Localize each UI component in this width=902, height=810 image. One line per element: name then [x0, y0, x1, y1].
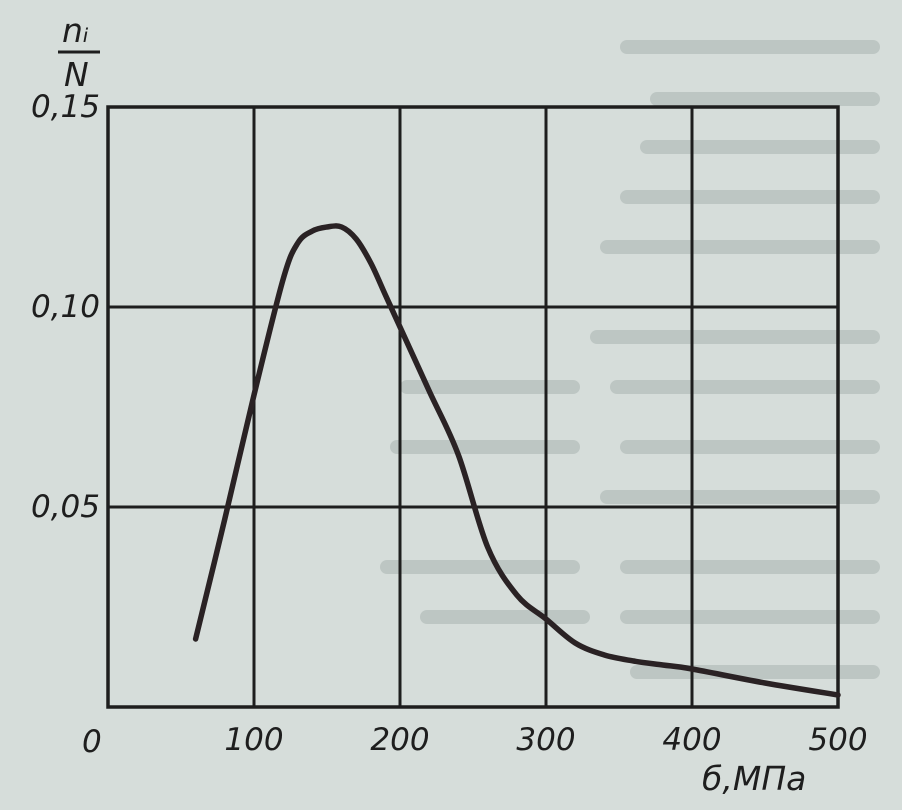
y-tick-label: 0,15	[31, 89, 100, 125]
y-axis-label-denominator: N	[64, 55, 89, 94]
x-tick-label: 500	[808, 722, 867, 758]
grid	[108, 107, 838, 707]
labels: nᵢ N 0 б,МПа 100 200 300 400 500 0,05 0,10 0,15	[31, 11, 868, 798]
x-tick-label: 100	[224, 722, 283, 758]
plot-frame	[106, 105, 840, 709]
x-tick-label: 300	[516, 722, 575, 758]
y-tick-label: 0,10	[31, 289, 100, 325]
series-layer	[192, 223, 841, 698]
origin-label: 0	[82, 724, 102, 760]
x-axis-label: б,МПа	[702, 759, 806, 798]
x-tick-label: 200	[370, 722, 429, 758]
x-tick-label: 400	[662, 722, 721, 758]
distribution-curve	[192, 223, 841, 698]
axes	[106, 105, 840, 709]
y-axis-label-numerator: nᵢ	[62, 11, 89, 50]
y-tick-label: 0,05	[31, 489, 100, 525]
